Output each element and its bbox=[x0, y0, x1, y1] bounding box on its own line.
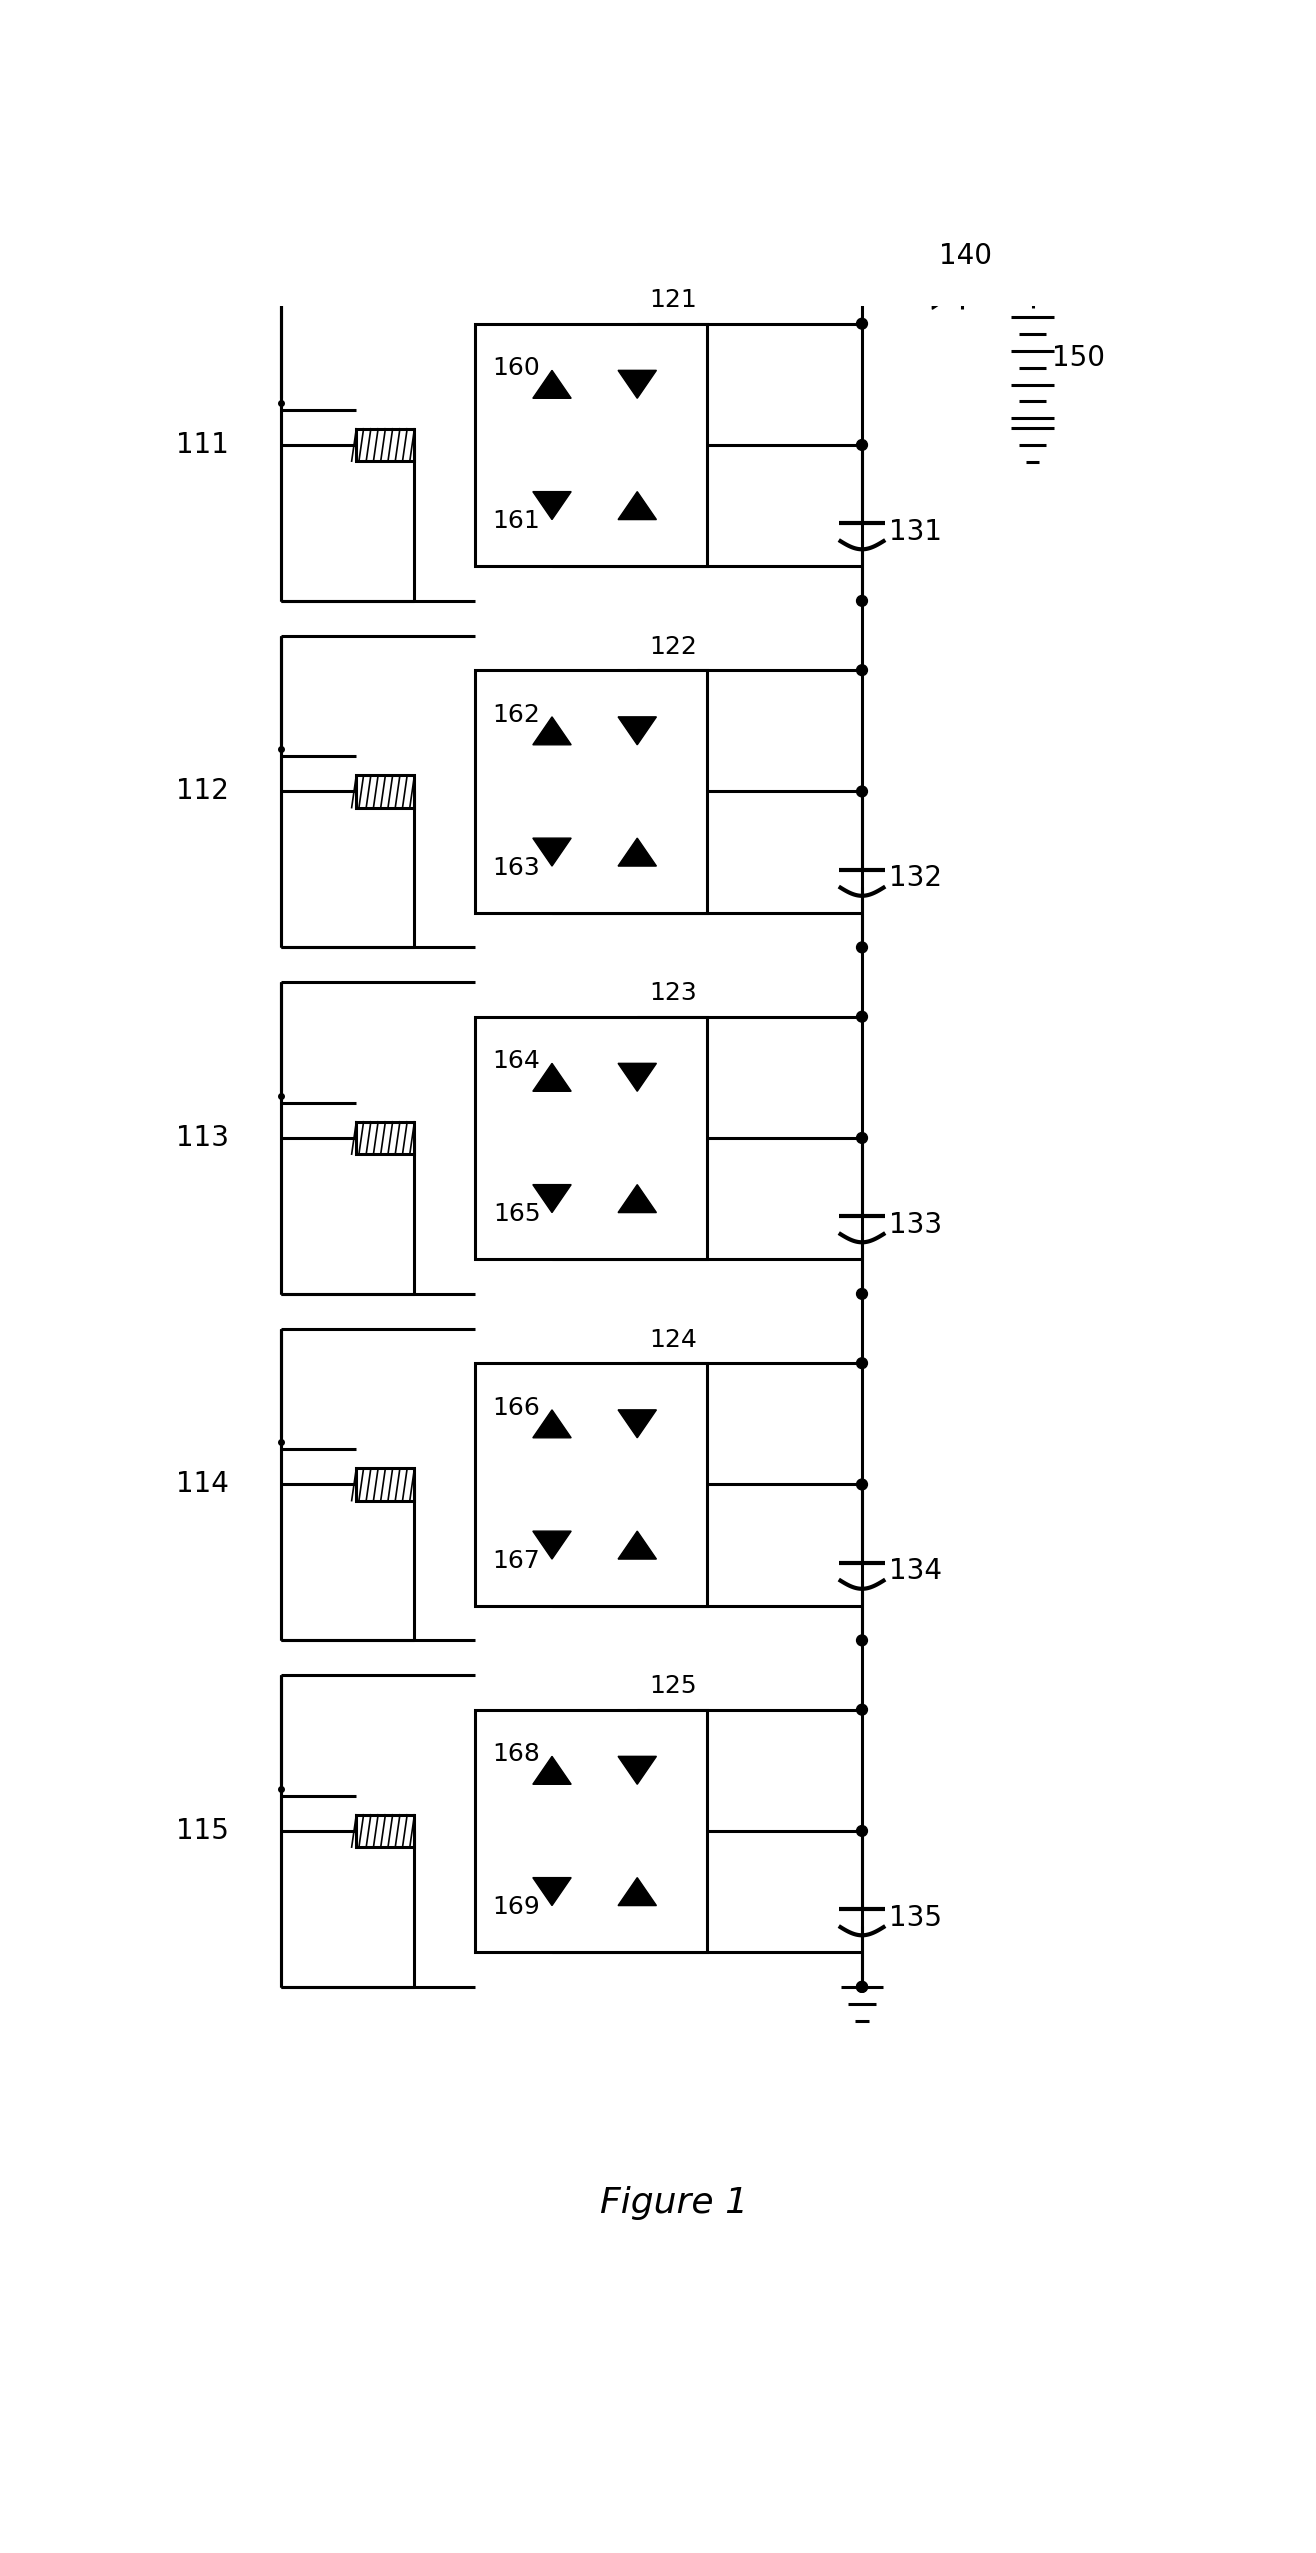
Circle shape bbox=[857, 1358, 867, 1368]
Bar bbox=[475, 1016, 707, 1259]
Circle shape bbox=[857, 1705, 867, 1716]
Polygon shape bbox=[533, 717, 571, 745]
Circle shape bbox=[857, 1478, 867, 1491]
Text: 133: 133 bbox=[890, 1210, 942, 1238]
Bar bbox=[357, 429, 415, 462]
Bar bbox=[475, 671, 707, 914]
Polygon shape bbox=[619, 717, 657, 745]
Text: 115: 115 bbox=[176, 1818, 229, 1846]
Text: 135: 135 bbox=[890, 1905, 942, 1933]
Circle shape bbox=[857, 319, 867, 329]
Text: 161: 161 bbox=[492, 511, 541, 534]
Polygon shape bbox=[619, 1756, 657, 1785]
Bar bbox=[475, 1711, 707, 1953]
Text: 160: 160 bbox=[492, 357, 541, 380]
Text: 122: 122 bbox=[649, 636, 696, 659]
Polygon shape bbox=[619, 1409, 657, 1437]
Circle shape bbox=[857, 942, 867, 952]
Circle shape bbox=[857, 1825, 867, 1836]
Circle shape bbox=[857, 1134, 867, 1144]
Polygon shape bbox=[619, 1065, 657, 1090]
Circle shape bbox=[857, 664, 867, 677]
Text: 124: 124 bbox=[649, 1328, 696, 1351]
Circle shape bbox=[857, 439, 867, 449]
Polygon shape bbox=[533, 493, 571, 521]
Polygon shape bbox=[533, 1185, 571, 1213]
Text: 113: 113 bbox=[176, 1123, 229, 1151]
Text: 134: 134 bbox=[890, 1557, 942, 1585]
Circle shape bbox=[857, 786, 867, 797]
Text: 140: 140 bbox=[940, 243, 992, 271]
Polygon shape bbox=[619, 1532, 657, 1560]
Text: 150: 150 bbox=[1051, 345, 1105, 373]
Circle shape bbox=[857, 1981, 867, 1991]
Text: 123: 123 bbox=[649, 980, 696, 1006]
Polygon shape bbox=[619, 837, 657, 865]
Text: 112: 112 bbox=[176, 779, 229, 804]
Bar bbox=[357, 1121, 415, 1154]
Polygon shape bbox=[533, 370, 571, 398]
Text: 163: 163 bbox=[492, 855, 541, 881]
Text: 169: 169 bbox=[492, 1894, 541, 1920]
Polygon shape bbox=[533, 1532, 571, 1560]
Bar bbox=[357, 1815, 415, 1848]
Text: 125: 125 bbox=[649, 1675, 696, 1698]
Text: 131: 131 bbox=[890, 518, 942, 546]
Polygon shape bbox=[619, 493, 657, 521]
Text: 162: 162 bbox=[492, 702, 541, 728]
Polygon shape bbox=[533, 1756, 571, 1785]
Polygon shape bbox=[533, 837, 571, 865]
Text: 166: 166 bbox=[492, 1396, 541, 1419]
Circle shape bbox=[857, 1289, 867, 1299]
Text: 168: 168 bbox=[492, 1744, 541, 1767]
Text: 121: 121 bbox=[649, 288, 696, 311]
Text: Figure 1: Figure 1 bbox=[600, 2185, 749, 2221]
Text: 167: 167 bbox=[492, 1550, 541, 1573]
Text: 111: 111 bbox=[176, 431, 229, 460]
Bar bbox=[475, 1363, 707, 1606]
Polygon shape bbox=[619, 1185, 657, 1213]
Bar bbox=[357, 1468, 415, 1501]
Polygon shape bbox=[932, 268, 962, 309]
Text: 164: 164 bbox=[492, 1049, 541, 1072]
Circle shape bbox=[857, 1981, 867, 1991]
Bar bbox=[475, 324, 707, 567]
Polygon shape bbox=[533, 1065, 571, 1090]
Text: 132: 132 bbox=[890, 863, 942, 891]
Circle shape bbox=[857, 595, 867, 605]
Polygon shape bbox=[533, 1876, 571, 1905]
Circle shape bbox=[857, 1011, 867, 1021]
Text: 165: 165 bbox=[492, 1202, 541, 1225]
Polygon shape bbox=[533, 1409, 571, 1437]
Polygon shape bbox=[619, 370, 657, 398]
Bar bbox=[357, 776, 415, 807]
Text: 114: 114 bbox=[176, 1471, 229, 1499]
Circle shape bbox=[857, 1634, 867, 1647]
Polygon shape bbox=[619, 1876, 657, 1905]
